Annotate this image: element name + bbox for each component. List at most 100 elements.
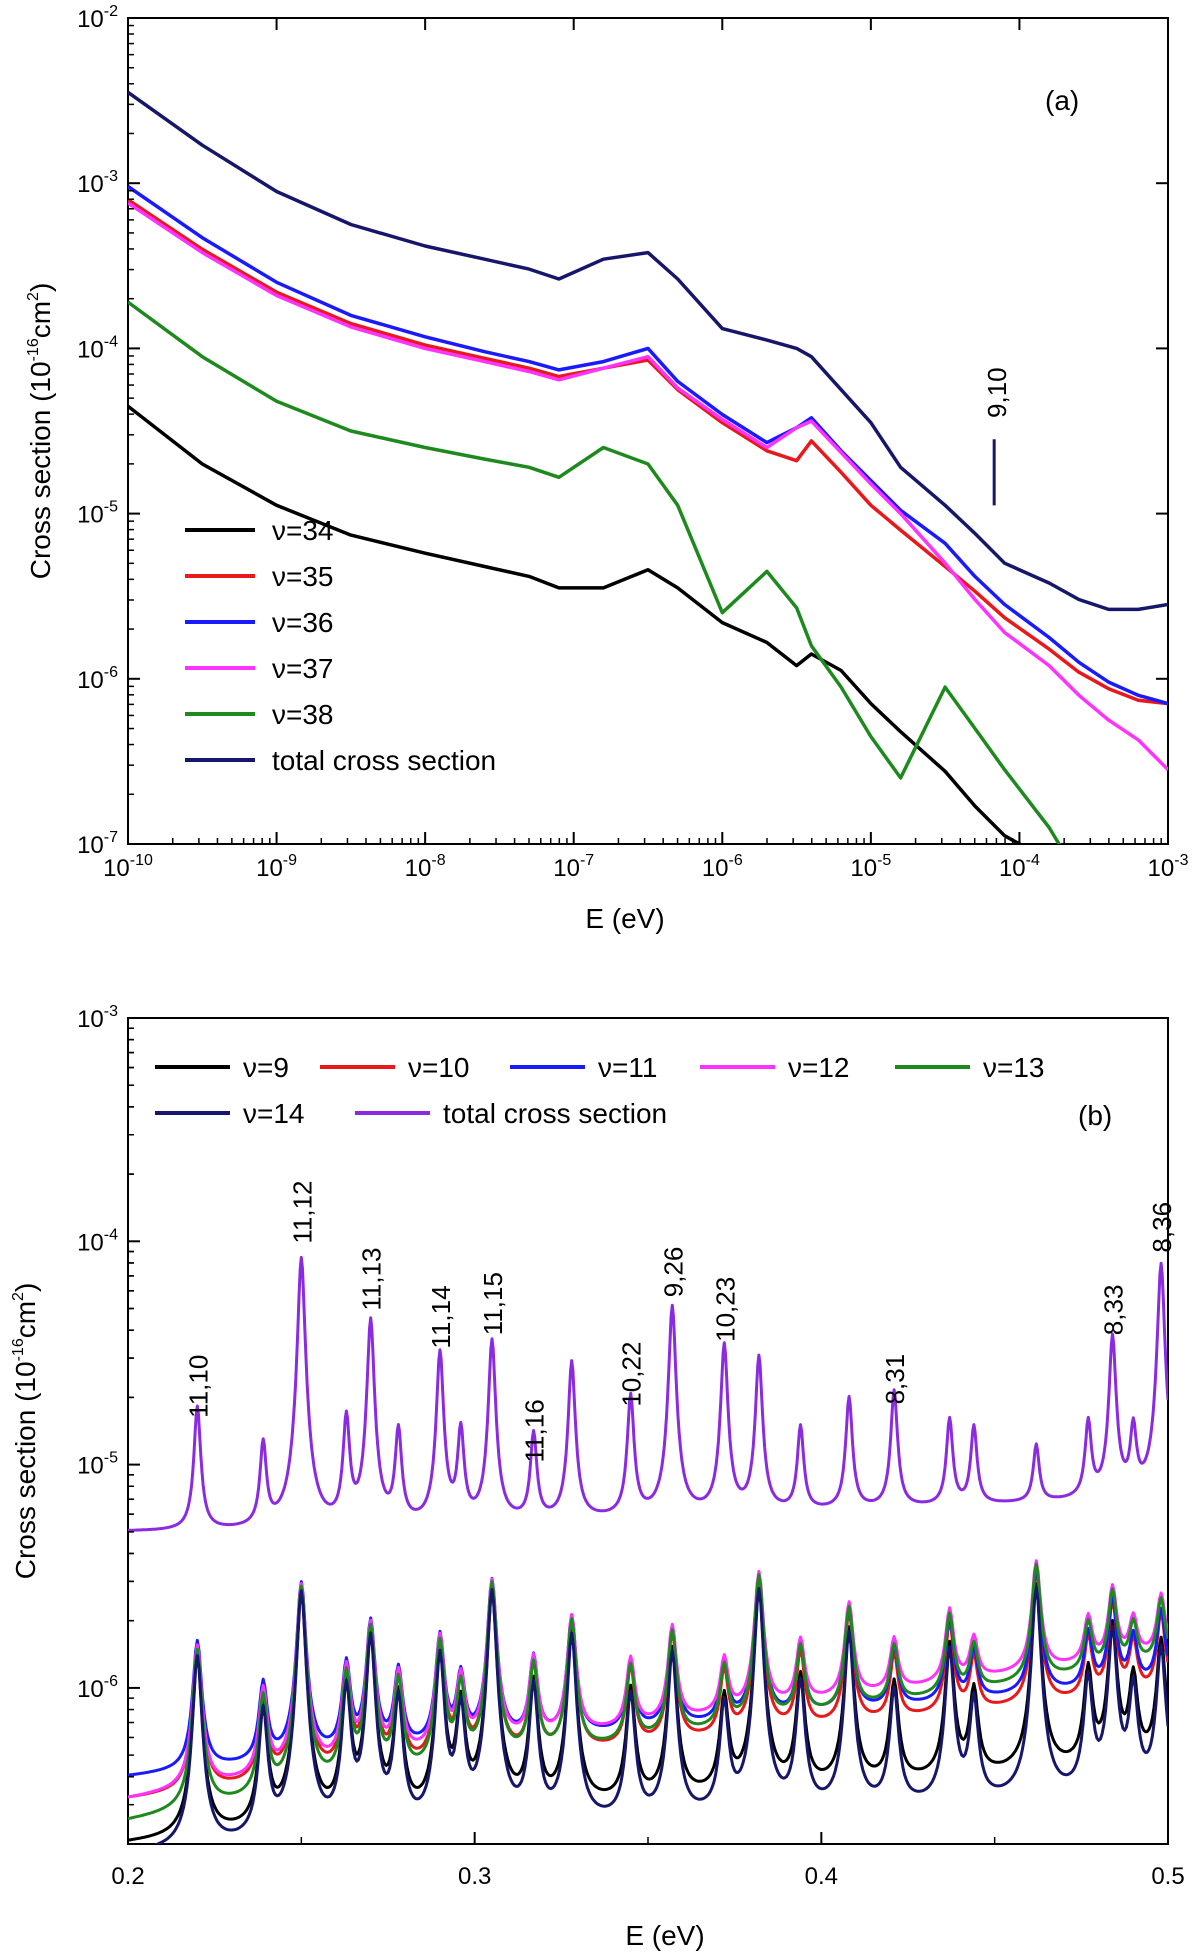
annotation-b-5: 11,16 bbox=[520, 1399, 550, 1462]
panel-b-y-label-main: Cross section (10 bbox=[10, 1361, 41, 1579]
annotation-b-2: 11,13 bbox=[357, 1247, 387, 1310]
y-tick-label-b-3: 10-3 bbox=[77, 1003, 118, 1033]
panel-b-label: (b) bbox=[1078, 1100, 1112, 1131]
y-tick-label-b-0-exp: -6 bbox=[104, 1673, 118, 1690]
series-line-a-0 bbox=[128, 404, 1024, 844]
panel-a-x-label: E (eV) bbox=[585, 903, 664, 934]
y-tick-label-b-1-exp: -5 bbox=[104, 1450, 118, 1467]
x-tick-label-a-4-base: 10 bbox=[702, 855, 729, 882]
y-tick-label-a-1: 10-6 bbox=[77, 664, 118, 694]
x-tick-label-a-0-exp: -10 bbox=[130, 852, 153, 869]
y-tick-label-a-3-exp: -4 bbox=[104, 333, 118, 350]
y-tick-label-b-1: 10-5 bbox=[77, 1450, 118, 1480]
y-tick-label-a-0: 10-7 bbox=[77, 829, 118, 859]
annotation-b-0: 11,10 bbox=[183, 1355, 213, 1418]
panel-b-annotations: 11,10 11,12 11,13 11,14 11,15 11,16 10,22 9,26 1… bbox=[183, 1180, 1177, 1462]
panel-b-frame bbox=[127, 1017, 1169, 1845]
legend-label-a-0: ν=34 bbox=[272, 515, 334, 546]
y-tick-label-b-0-base: 10 bbox=[77, 1676, 104, 1703]
x-tick-label-a-3-exp: -7 bbox=[580, 852, 594, 869]
y-tick-label-b-3-base: 10 bbox=[77, 1006, 104, 1033]
series-line-b-5 bbox=[153, 1585, 1168, 1844]
panel-b-y-ticks: 10-610-510-410-3 bbox=[77, 1003, 140, 1806]
panel-a-frame bbox=[127, 17, 1169, 845]
panel-a-label: (a) bbox=[1045, 85, 1079, 116]
legend-label-b-0: ν=9 bbox=[243, 1052, 289, 1083]
legend-label-a-5: total cross section bbox=[272, 745, 496, 776]
y-tick-label-b-2-base: 10 bbox=[77, 1229, 104, 1256]
annotation-b-6: 10,22 bbox=[617, 1342, 647, 1407]
x-tick-label-b-1: 0.3 bbox=[458, 1863, 491, 1890]
x-tick-label-a-7: 10-3 bbox=[1148, 852, 1189, 882]
x-tick-label-a-4-exp: -6 bbox=[729, 852, 743, 869]
x-tick-label-a-3-base: 10 bbox=[553, 855, 580, 882]
x-tick-label-a-7-exp: -3 bbox=[1174, 852, 1188, 869]
x-tick-label-a-2: 10-8 bbox=[405, 852, 446, 882]
y-tick-label-b-3-exp: -3 bbox=[104, 1003, 118, 1020]
legend-label-b-1: ν=10 bbox=[408, 1052, 470, 1083]
series-line-b-0 bbox=[128, 1582, 1168, 1842]
x-tick-label-a-1: 10-9 bbox=[256, 852, 297, 882]
annotation-9-10: 9,10 bbox=[982, 367, 1012, 418]
x-tick-label-a-1-exp: -9 bbox=[283, 852, 297, 869]
legend-label-b-4: ν=13 bbox=[983, 1052, 1045, 1083]
x-tick-label-a-1-base: 10 bbox=[256, 855, 283, 882]
y-tick-label-a-4-exp: -3 bbox=[104, 168, 118, 185]
panel-b-x-label: E (eV) bbox=[625, 1920, 704, 1951]
panel-a-y-label-sup2: 2 bbox=[25, 292, 42, 301]
y-tick-label-a-2: 10-5 bbox=[77, 499, 118, 529]
y-tick-label-a-2-base: 10 bbox=[77, 502, 104, 529]
series-line-b-1 bbox=[128, 1569, 1168, 1799]
series-line-b-total bbox=[128, 1255, 1168, 1532]
panel-b-y-label-tail: ) bbox=[10, 1283, 41, 1292]
x-tick-label-a-0-base: 10 bbox=[103, 855, 130, 882]
x-tick-label-a-6: 10-4 bbox=[999, 852, 1040, 882]
x-tick-label-b-2: 0.4 bbox=[805, 1863, 838, 1890]
x-tick-label-a-7-base: 10 bbox=[1148, 855, 1175, 882]
legend-label-a-1: ν=35 bbox=[272, 561, 334, 592]
legend-label-a-2: ν=36 bbox=[272, 607, 334, 638]
legend-label-a-4: ν=38 bbox=[272, 699, 334, 730]
y-tick-label-a-0-base: 10 bbox=[77, 832, 104, 859]
annotation-b-11: 8,36 bbox=[1147, 1202, 1177, 1253]
series-line-b-4 bbox=[128, 1562, 1168, 1821]
y-tick-label-b-2-exp: -4 bbox=[104, 1226, 118, 1243]
panel-a-series bbox=[128, 90, 1168, 844]
x-tick-label-a-4: 10-6 bbox=[702, 852, 743, 882]
panel-b-series bbox=[128, 1255, 1168, 1844]
y-tick-label-a-5-base: 10 bbox=[77, 6, 104, 33]
x-tick-label-b-3: 0.5 bbox=[1151, 1863, 1184, 1890]
panel-a: 10-10 10-9 10-8 10-7 10-6 10-5 10-4 10-3 10-710… bbox=[25, 3, 1189, 934]
x-tick-label-a-2-exp: -8 bbox=[431, 852, 445, 869]
panel-a-plot-area bbox=[128, 90, 1168, 844]
y-tick-label-a-2-exp: -5 bbox=[104, 499, 118, 516]
series-line-b-2 bbox=[128, 1566, 1168, 1777]
panel-b-y-label-sup2: 2 bbox=[10, 1292, 27, 1301]
x-tick-label-a-2-base: 10 bbox=[405, 855, 432, 882]
series-line-a-5 bbox=[128, 90, 1168, 612]
y-tick-label-a-5-exp: -2 bbox=[104, 3, 118, 20]
x-tick-label-b-0: 0.2 bbox=[111, 1863, 144, 1890]
series-line-a-1 bbox=[128, 198, 1168, 706]
panel-b-x-ticks: 0.2 0.3 0.4 0.5 bbox=[111, 1832, 1185, 1890]
y-tick-label-a-0-exp: -7 bbox=[104, 829, 118, 846]
annotation-b-7: 9,26 bbox=[658, 1247, 688, 1298]
legend-label-b-5: ν=14 bbox=[243, 1098, 305, 1129]
x-tick-label-a-3: 10-7 bbox=[553, 852, 594, 882]
x-tick-label-a-6-exp: -4 bbox=[1026, 852, 1040, 869]
y-tick-label-b-2: 10-4 bbox=[77, 1226, 118, 1256]
annotation-b-4: 11,15 bbox=[478, 1272, 508, 1335]
series-line-a-4 bbox=[128, 300, 1062, 844]
y-tick-label-a-1-base: 10 bbox=[77, 667, 104, 694]
annotation-b-3: 11,14 bbox=[426, 1285, 456, 1348]
y-tick-label-a-5: 10-2 bbox=[77, 3, 118, 33]
panel-b: 0.2 0.3 0.4 0.5 10-610-510-410-3 ν=9 ν=10 ν=1… bbox=[10, 1003, 1185, 1951]
y-tick-label-b-0: 10-6 bbox=[77, 1673, 118, 1703]
panel-a-y-label-unit: cm bbox=[25, 301, 56, 338]
x-tick-label-a-6-base: 10 bbox=[999, 855, 1026, 882]
legend-label-b-2: ν=11 bbox=[598, 1052, 657, 1083]
y-tick-label-a-1-exp: -6 bbox=[104, 664, 118, 681]
legend-label-b-6: total cross section bbox=[443, 1098, 667, 1129]
y-tick-label-a-4-base: 10 bbox=[77, 171, 104, 198]
